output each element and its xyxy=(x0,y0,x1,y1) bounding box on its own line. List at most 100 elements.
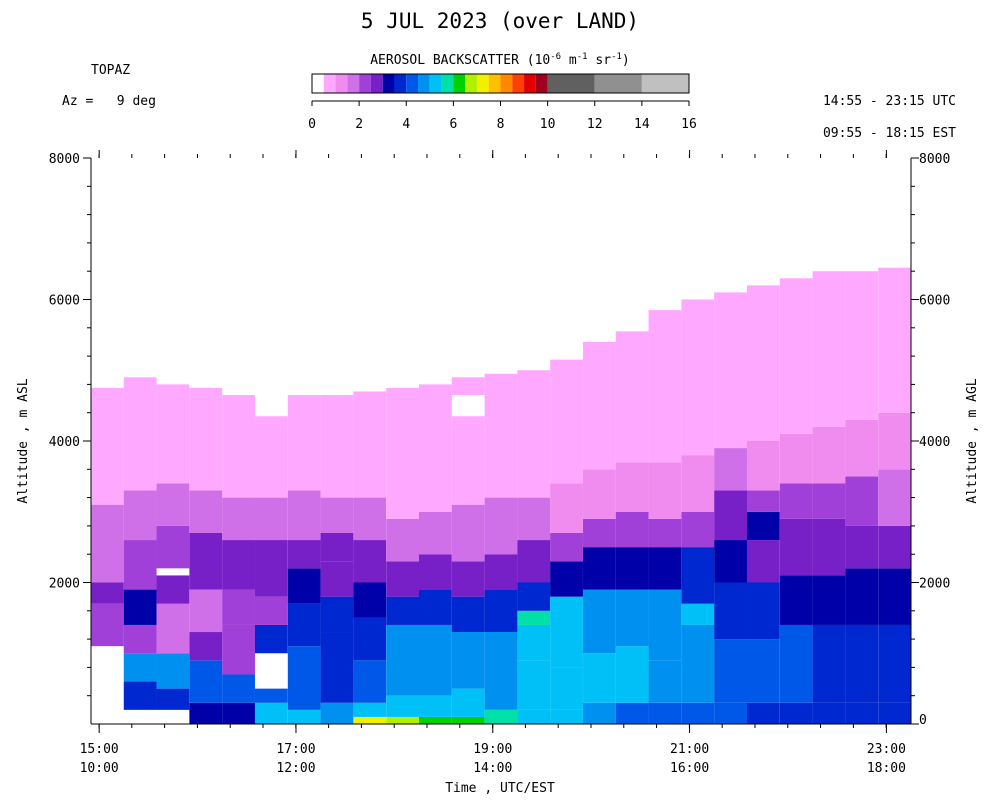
backscatter-cell xyxy=(779,575,813,625)
colorbar-tick-label: 0 xyxy=(308,117,316,132)
backscatter-cell xyxy=(878,412,911,470)
backscatter-cell xyxy=(779,624,813,703)
backscatter-cell xyxy=(418,554,452,590)
colorbar-tick-label: 8 xyxy=(497,117,505,132)
backscatter-cell xyxy=(91,504,124,583)
backscatter-cell xyxy=(746,702,780,724)
backscatter-cell xyxy=(353,582,387,618)
backscatter-cell xyxy=(550,709,583,724)
backscatter-cell xyxy=(386,596,420,625)
backscatter-cell xyxy=(878,267,911,413)
y-tick-label: 8000 xyxy=(49,152,80,167)
backscatter-cell xyxy=(320,497,354,533)
backscatter-cell xyxy=(222,589,255,625)
backscatter-cell xyxy=(681,547,715,604)
profile-cells xyxy=(91,267,911,724)
colorbar-swatch xyxy=(441,74,454,93)
colorbar-tick-label: 2 xyxy=(355,117,363,132)
x-tick-label-est: 18:00 xyxy=(867,761,906,776)
backscatter-cell xyxy=(812,483,846,519)
backscatter-cell xyxy=(812,575,846,625)
backscatter-cell xyxy=(517,497,551,541)
x-tick-label-est: 14:00 xyxy=(473,761,512,776)
backscatter-cell xyxy=(386,387,420,519)
y-right-tick-label: 2000 xyxy=(919,577,950,592)
backscatter-cell xyxy=(845,476,879,526)
backscatter-cell xyxy=(222,540,255,590)
backscatter-cell xyxy=(386,518,420,562)
backscatter-cell xyxy=(714,448,747,491)
backscatter-cell xyxy=(484,497,518,555)
backscatter-cell xyxy=(746,582,780,640)
colorbar-tick-label: 16 xyxy=(681,117,697,132)
backscatter-cell xyxy=(648,702,682,724)
y-right-tick-label: 6000 xyxy=(919,294,950,309)
backscatter-cell xyxy=(418,511,452,555)
backscatter-cell xyxy=(583,653,616,703)
backscatter-cell xyxy=(746,490,780,512)
colorbar-tick-label: 6 xyxy=(449,117,457,132)
backscatter-cell xyxy=(353,617,387,661)
y-axis-label-left: Altitude , m ASL xyxy=(16,378,31,503)
backscatter-cell xyxy=(254,688,288,703)
backscatter-cell xyxy=(845,702,879,724)
backscatter-cell xyxy=(878,624,911,703)
backscatter-cell xyxy=(222,702,255,724)
backscatter-cell xyxy=(156,688,190,710)
backscatter-cell xyxy=(451,632,485,689)
backscatter-cell xyxy=(812,271,846,427)
backscatter-cell xyxy=(353,540,387,583)
colorbar-swatch xyxy=(524,74,536,93)
backscatter-cell xyxy=(418,589,452,625)
colorbar-tick-label: 12 xyxy=(587,117,603,132)
backscatter-cell xyxy=(812,624,846,703)
backscatter-cell xyxy=(583,518,616,548)
x-tick-label-est: 16:00 xyxy=(670,761,709,776)
azimuth-prefix: Az = xyxy=(62,94,94,109)
colorbar-swatch xyxy=(370,74,383,93)
backscatter-cell xyxy=(615,589,649,647)
colorbar-swatch xyxy=(382,74,395,93)
backscatter-cell xyxy=(254,596,288,625)
backscatter-cell xyxy=(615,646,649,703)
backscatter-cell xyxy=(583,547,616,590)
site-label: TOPAZ xyxy=(91,63,131,78)
colorbar-swatch xyxy=(535,74,548,93)
backscatter-cell xyxy=(451,596,485,633)
backscatter-cell xyxy=(287,395,321,491)
backscatter-cell xyxy=(779,702,813,724)
backscatter-cell xyxy=(550,561,583,597)
backscatter-cell xyxy=(484,373,518,498)
backscatter-cell xyxy=(746,639,780,703)
backscatter-cell xyxy=(845,419,879,477)
backscatter-cell xyxy=(812,426,846,484)
colorbar-swatch xyxy=(641,74,689,93)
backscatter-cell xyxy=(222,674,255,703)
colorbar-swatch xyxy=(312,74,324,93)
backscatter-cell xyxy=(418,624,452,696)
backscatter-cell xyxy=(878,568,911,625)
y-right-tick-label: 8000 xyxy=(919,152,950,167)
backscatter-cell xyxy=(648,462,682,519)
colorbar-swatch xyxy=(394,74,407,93)
backscatter-cell xyxy=(517,582,551,611)
backscatter-cell xyxy=(254,702,288,724)
backscatter-cell xyxy=(648,518,682,548)
backscatter-cell xyxy=(583,589,616,654)
backscatter-cell xyxy=(746,511,780,541)
backscatter-cell xyxy=(91,603,124,647)
backscatter-cell xyxy=(845,624,879,703)
backscatter-cell xyxy=(156,483,190,526)
backscatter-cell xyxy=(517,709,551,724)
colorbar: 0 2 4 6 8 10 12 14 16 xyxy=(308,73,697,132)
backscatter-cell xyxy=(353,702,387,717)
backscatter-cell xyxy=(123,490,157,541)
backscatter-cell xyxy=(353,716,387,724)
backscatter-cell xyxy=(222,395,255,498)
backscatter-cell xyxy=(189,660,223,703)
backscatter-cell xyxy=(418,695,452,717)
backscatter-cell xyxy=(714,540,747,583)
backscatter-cell xyxy=(615,331,649,463)
backscatter-cell xyxy=(189,387,223,491)
backscatter-cell xyxy=(123,377,157,491)
